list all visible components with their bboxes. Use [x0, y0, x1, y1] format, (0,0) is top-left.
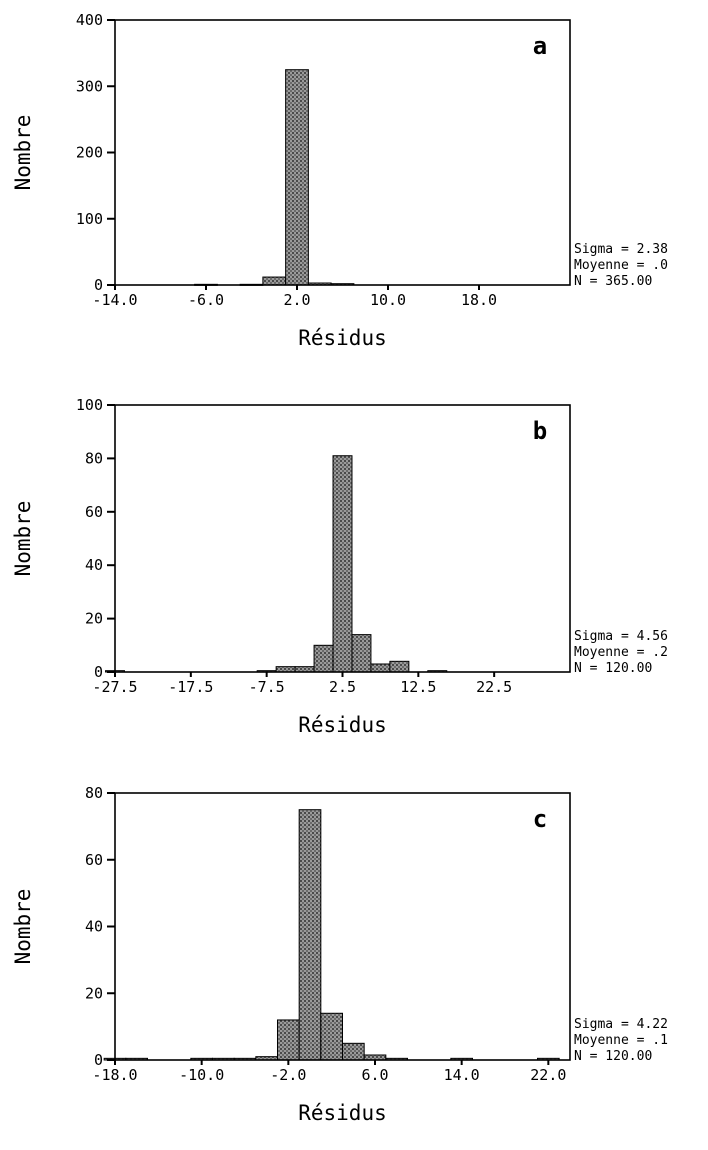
- y-tick-label: 20: [85, 984, 103, 1002]
- x-tick-label: -17.5: [168, 678, 213, 696]
- y-tick-label: 40: [85, 918, 103, 936]
- y-tick-label: 0: [94, 1051, 103, 1069]
- y-tick-label: 300: [76, 77, 103, 95]
- plot-frame: [114, 19, 571, 286]
- x-tick-label: -14.0: [92, 291, 137, 309]
- y-axis-title: Nombre: [11, 115, 35, 191]
- x-tick-label: -10.0: [179, 1066, 224, 1084]
- x-tick-label: -27.5: [92, 678, 137, 696]
- y-tick-label: 0: [94, 276, 103, 294]
- x-tick-label: 14.0: [444, 1066, 480, 1084]
- histogram-bar: [294, 666, 315, 673]
- x-axis-title: Résidus: [298, 713, 387, 737]
- x-axis-title: Résidus: [298, 326, 387, 350]
- histogram-panel-b: 0 20 40 60 80 100 -27.5 -17.5 -7.5 2.5 12.5 22.5 Rés…: [11, 396, 668, 737]
- histogram-bar: [285, 69, 309, 286]
- x-tick-label: -18.0: [92, 1066, 137, 1084]
- panel-letter: b: [533, 417, 547, 445]
- x-tick-label: 10.0: [370, 291, 406, 309]
- y-tick-label: 60: [85, 503, 103, 521]
- y-tick-label: 100: [76, 210, 103, 228]
- y-axis-title: Nombre: [11, 501, 35, 577]
- x-tick-label: -6.0: [188, 291, 224, 309]
- panel-letter: a: [533, 32, 547, 60]
- stat-line: N = 365.00: [574, 274, 652, 289]
- y-tick-label: 80: [85, 449, 103, 467]
- y-tick-label: 400: [76, 11, 103, 29]
- x-tick-label: 22.5: [476, 678, 512, 696]
- histogram-bar: [313, 644, 334, 673]
- x-tick-label: 22.0: [530, 1066, 566, 1084]
- histogram-panel-a: 0 100 200 300 400 -14.0 -6.0 2.0 10.0 18.0 Résidus…: [11, 11, 668, 350]
- y-tick-label: 100: [76, 396, 103, 414]
- y-tick-label: 0: [94, 663, 103, 681]
- x-tick-label: 12.5: [400, 678, 436, 696]
- histogram-bar: [298, 809, 322, 1061]
- x-tick-label: -2.0: [270, 1066, 306, 1084]
- stat-line: Sigma = 2.38: [574, 242, 668, 257]
- x-axis-title: Résidus: [298, 1101, 387, 1125]
- y-axis-title: Nombre: [11, 889, 35, 965]
- y-tick-label: 40: [85, 556, 103, 574]
- stat-line: Moyenne = .1: [574, 1033, 668, 1048]
- histogram-bar: [370, 663, 391, 673]
- histogram-bar: [332, 455, 353, 673]
- stat-line: Sigma = 4.56: [574, 629, 668, 644]
- histogram-bar: [262, 276, 287, 286]
- y-tick-label: 200: [76, 144, 103, 162]
- y-tick-label: 80: [85, 784, 103, 802]
- stat-line: Sigma = 4.22: [574, 1017, 668, 1032]
- histogram-bar: [351, 634, 372, 673]
- histogram-bar: [342, 1042, 365, 1061]
- stat-line: Moyenne = .2: [574, 645, 668, 660]
- histogram-bar: [275, 666, 296, 673]
- histogram-bar: [389, 660, 410, 673]
- x-tick-label: 2.5: [329, 678, 356, 696]
- y-tick-label: 60: [85, 851, 103, 869]
- panel-letter: c: [533, 805, 547, 833]
- x-tick-label: -7.5: [249, 678, 285, 696]
- stat-line: Moyenne = .0: [574, 258, 668, 273]
- y-tick-label: 20: [85, 610, 103, 628]
- x-tick-label: 18.0: [461, 291, 497, 309]
- x-tick-label: 6.0: [361, 1066, 388, 1084]
- histogram-bar: [320, 1012, 344, 1061]
- x-tick-label: 2.0: [283, 291, 310, 309]
- histogram-panel-c: 0 20 40 60 80 -18.0 -10.0 -2.0 6.0 14.0 22.0 Résidu…: [11, 784, 668, 1125]
- stat-line: N = 120.00: [574, 1049, 652, 1064]
- histogram-bar: [277, 1019, 300, 1061]
- stat-line: N = 120.00: [574, 661, 652, 676]
